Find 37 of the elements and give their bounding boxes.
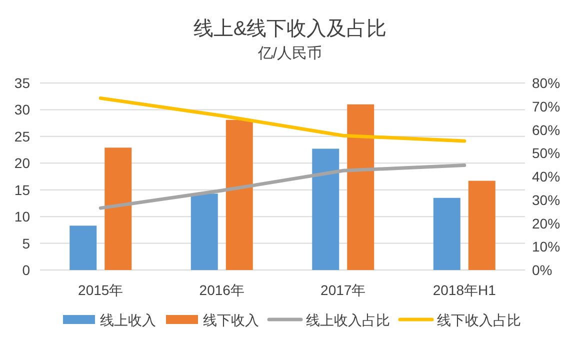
bar: [347, 104, 374, 270]
x-tick-label: 2017年: [320, 282, 366, 298]
legend-label: 线下收入占比: [437, 312, 521, 328]
bar: [433, 198, 460, 270]
bar: [190, 194, 218, 270]
legend-label: 线下收入: [203, 312, 259, 328]
y2-tick-label: 60%: [532, 122, 560, 138]
bar: [468, 180, 496, 270]
y2-tick-label: 10%: [532, 238, 560, 255]
legend-label: 线上收入: [100, 312, 156, 328]
legend-label: 线上收入占比: [306, 312, 390, 328]
y-tick-label: 10: [14, 208, 30, 225]
chart-title: 线上&线下收入及占比: [193, 18, 387, 40]
line-series: [98, 96, 466, 143]
y-tick-label: 5: [22, 235, 30, 252]
bar: [70, 226, 97, 270]
y-tick-label: 15: [14, 182, 30, 198]
y2-tick-label: 30%: [532, 192, 560, 208]
y-tick-label: 20: [14, 155, 30, 172]
bar: [226, 120, 253, 270]
x-tick-label: 2015年: [78, 282, 124, 298]
x-tick-label: 2018年H1: [432, 282, 496, 298]
y2-tick-label: 20%: [532, 215, 560, 232]
chart-subtitle: 亿/人民币: [256, 45, 322, 62]
x-tick-label: 2016年: [199, 282, 244, 298]
y-tick-label: 25: [14, 128, 30, 144]
y-tick-label: 0: [22, 262, 30, 278]
y2-tick-label: 0%: [532, 262, 552, 278]
y2-tick-label: 70%: [532, 98, 560, 114]
bar: [312, 148, 340, 270]
y-tick-label: 30: [14, 102, 30, 118]
y2-tick-label: 50%: [532, 145, 560, 162]
y-tick-label: 35: [14, 75, 30, 91]
y2-tick-label: 80%: [532, 75, 560, 91]
line-series: [98, 164, 466, 210]
y2-tick-label: 40%: [532, 168, 560, 184]
bar: [104, 148, 132, 270]
